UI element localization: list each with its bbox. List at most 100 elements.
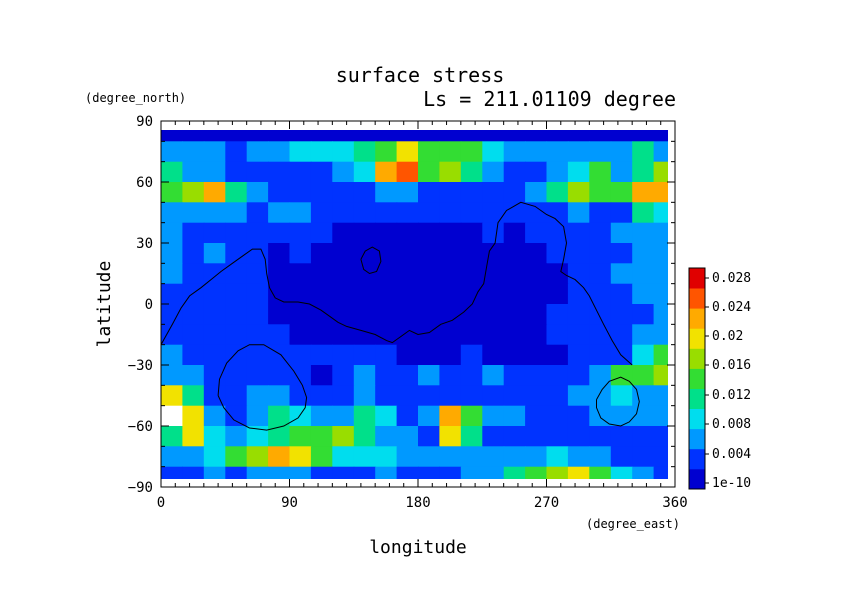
heatmap-cell [310,426,333,447]
heatmap-cell [161,385,183,407]
heatmap-cell [203,324,226,346]
chart-subtitle: Ls = 211.01109 degree [423,87,676,111]
heatmap-cell [203,365,226,386]
heatmap-cell [418,304,440,325]
heatmap-cell [439,283,462,305]
heatmap-cell [203,426,226,447]
heatmap-cell [567,365,590,386]
heatmap-cell [546,385,569,407]
heatmap-cell [503,243,526,264]
heatmap-cell [610,466,633,479]
heatmap-cell [482,141,505,163]
heatmap-cell [632,182,655,203]
heatmap-cell [546,405,569,427]
heatmap-cell [503,182,526,203]
heatmap-cell [503,161,526,183]
heatmap-cell [246,263,269,285]
chart-title: surface stress [336,63,505,87]
heatmap-cell [289,283,312,305]
heatmap-cell [161,141,183,163]
heatmap-cell [332,283,355,305]
heatmap-cell [375,130,398,142]
y-tick-label: 60 [136,175,153,191]
heatmap-cell [353,182,376,203]
heatmap-cell [396,263,419,285]
y-tick-label: −60 [128,419,153,435]
heatmap-cell [268,130,291,142]
heatmap-cell [439,243,462,264]
colorbar-tick-label: 0.028 [712,271,751,286]
heatmap-cell [653,243,668,264]
heatmap-cell [268,182,291,203]
heatmap-cell [632,426,655,447]
heatmap-cell [610,130,633,142]
heatmap-cell [332,466,355,479]
heatmap-cell [653,324,668,346]
heatmap-cell [632,304,655,325]
heatmap-cell [289,324,312,346]
heatmap-cell [353,466,376,479]
heatmap-cell [610,263,633,285]
heatmap-cell [482,182,505,203]
heatmap-cell [246,222,269,244]
heatmap-cell [310,324,333,346]
heatmap-cell [268,385,291,407]
heatmap-cell [653,222,668,244]
heatmap-cell [353,344,376,366]
contour-small-north [360,246,382,275]
heatmap-cell [418,324,440,346]
colorbar-tick-label: 0.024 [712,300,751,315]
heatmap-cell [246,243,269,264]
colorbar-frame [688,267,706,490]
heatmap-cell [589,304,612,325]
heatmap-cell [332,304,355,325]
heatmap-cell [632,405,655,427]
heatmap-cell [567,426,590,447]
heatmap-cell [246,202,269,224]
heatmap-cell [182,263,205,285]
heatmap-cell [161,182,183,203]
heatmap-cell [653,344,668,366]
heatmap-cell [567,182,590,203]
heatmap-cell [332,243,355,264]
heatmap-cell [567,141,590,163]
x-units-label: (degree_east) [586,517,680,531]
heatmap-cell [161,324,183,346]
heatmap-cell [225,446,248,468]
heatmap-cell [396,426,419,447]
heatmap-cell [503,324,526,346]
heatmap-cell [482,161,505,183]
heatmap-cell [268,263,291,285]
heatmap-cell [567,385,590,407]
heatmap-cell [546,263,569,285]
y-tick-label: −30 [128,358,153,374]
heatmap-cell [310,161,333,183]
heatmap-cell [310,202,333,224]
heatmap-cell [610,161,633,183]
heatmap-cell [567,243,590,264]
heatmap-cell [203,130,226,142]
heatmap-cell [289,304,312,325]
heatmap-cell [161,304,183,325]
heatmap-cell [610,141,633,163]
heatmap-cell [589,365,612,386]
heatmap-cell [182,426,205,447]
heatmap-cell [610,283,633,305]
heatmap-cell [567,466,590,479]
heatmap-cell [375,385,398,407]
heatmap-cell [525,344,548,366]
heatmap-cell [161,130,183,142]
heatmap-cell [246,161,269,183]
heatmap-cell [353,365,376,386]
heatmap-cell [161,263,183,285]
heatmap-cell [310,222,333,244]
heatmap-cell [632,466,655,479]
heatmap-cell [396,385,419,407]
heatmap-cell [610,202,633,224]
heatmap-cell [503,426,526,447]
heatmap-cell [225,385,248,407]
heatmap-cell [632,202,655,224]
heatmap-cell [418,141,440,163]
heatmap-cell [418,365,440,386]
colorbar-tick-label: 0.004 [712,447,751,462]
